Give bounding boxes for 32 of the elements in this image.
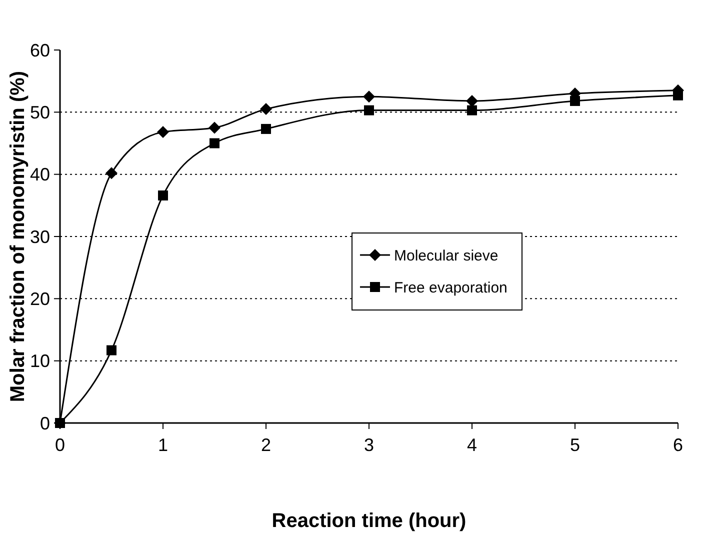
point xyxy=(673,90,683,100)
y-tick-label: 20 xyxy=(30,288,50,309)
point xyxy=(210,138,220,148)
x-tick-label: 5 xyxy=(570,435,580,455)
x-tick-label: 0 xyxy=(54,435,66,455)
point xyxy=(570,96,580,106)
point xyxy=(363,90,375,103)
point xyxy=(158,190,168,200)
point xyxy=(467,105,477,116)
legend-label: Molecular sieve xyxy=(394,247,498,264)
y-tick-label: 40 xyxy=(30,164,50,185)
y-tick-label: 60 xyxy=(30,40,50,60)
y-tick-label: 0 xyxy=(40,413,50,434)
x-tick-label: 1 xyxy=(158,435,168,455)
y-tick-label: 30 xyxy=(30,226,50,247)
y-tick-label: 50 xyxy=(30,102,50,122)
point xyxy=(106,345,116,356)
x-tick-label: 2 xyxy=(260,435,272,455)
point xyxy=(466,94,478,107)
point xyxy=(106,167,118,180)
x-tick-label: 4 xyxy=(466,435,478,455)
legend-label: Free evaporation xyxy=(394,279,508,296)
x-tick-label: 3 xyxy=(364,435,374,455)
x-tick-label: 6 xyxy=(672,435,684,455)
point xyxy=(261,124,271,134)
point xyxy=(260,103,272,116)
x-axis-title: Reaction time (hour) xyxy=(272,510,466,532)
point xyxy=(208,122,220,134)
y-tick-label: 10 xyxy=(30,351,50,372)
point xyxy=(364,105,374,116)
y-axis-title: Molar fraction of monomyristin (%) xyxy=(7,70,29,402)
point xyxy=(157,126,169,138)
